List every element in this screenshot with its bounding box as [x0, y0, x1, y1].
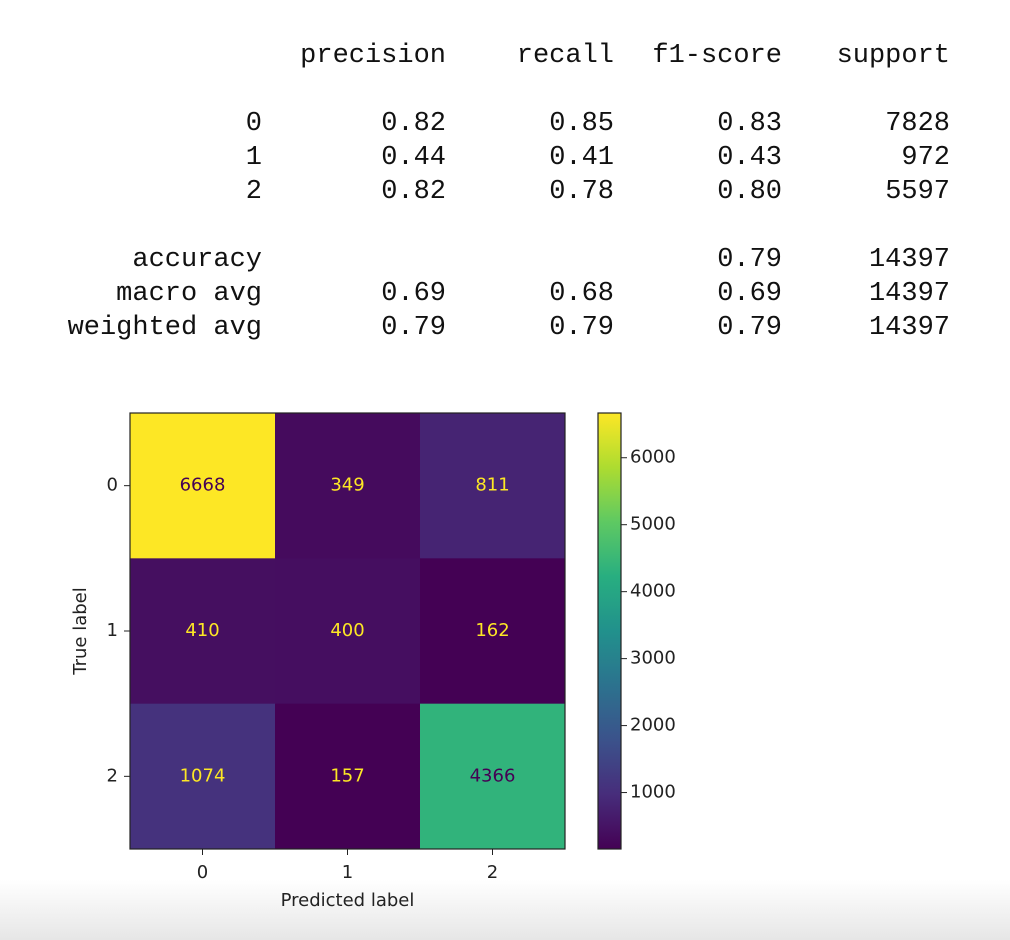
- metric-value: 0.43: [717, 143, 782, 173]
- metric-value: 0.82: [381, 177, 446, 207]
- metric-value: 0.83: [717, 109, 782, 139]
- cell-label: 162: [475, 620, 509, 641]
- colorbar: [597, 412, 622, 850]
- heat-cell: [420, 558, 566, 705]
- colorbar-tick-label: 5000: [630, 514, 676, 535]
- metric-value: 0.69: [381, 279, 446, 309]
- metric-value: 0.69: [717, 279, 782, 309]
- row-label: 2: [246, 177, 262, 207]
- metric-value: 14397: [869, 279, 950, 309]
- metric-value: 0.79: [717, 245, 782, 275]
- heat-cell: [420, 413, 566, 559]
- x-axis-label: Predicted label: [281, 890, 415, 911]
- metric-value: 0.68: [549, 279, 614, 309]
- heat-cell: [130, 413, 276, 559]
- colorbar-tick-label: 1000: [630, 782, 676, 803]
- y-tick-label: 2: [107, 765, 118, 786]
- row-label: 0: [246, 109, 262, 139]
- colorbar-tick-label: 4000: [630, 581, 676, 602]
- cell-label: 400: [330, 620, 364, 641]
- metric-value: 0.79: [717, 313, 782, 343]
- cell-label: 157: [330, 765, 364, 786]
- metric-value: 5597: [885, 177, 950, 207]
- heat-cell: [275, 558, 421, 705]
- heat-cell: [130, 703, 276, 850]
- row-label: macro avg: [116, 279, 262, 309]
- colorbar-tick-label: 2000: [630, 715, 676, 736]
- y-axis-label: True label: [70, 587, 91, 676]
- heat-cell: [130, 558, 276, 705]
- metric-value: 0.41: [549, 143, 614, 173]
- metric-value: 0.78: [549, 177, 614, 207]
- x-tick-label: 1: [342, 862, 353, 883]
- heat-cell: [275, 703, 421, 850]
- cell-label: 811: [475, 475, 509, 496]
- cell-label: 349: [330, 475, 364, 496]
- confusion-matrix: 6668 349 811 410 400 162 1074 157 4366 0 1 2 0 1 2 Pred…: [70, 412, 676, 911]
- column-header: f1-score: [652, 41, 782, 71]
- metric-value: 0.82: [381, 109, 446, 139]
- metric-value: 0.79: [381, 313, 446, 343]
- metric-value: 14397: [869, 245, 950, 275]
- metric-value: 0.85: [549, 109, 614, 139]
- x-tick-label: 2: [487, 862, 498, 883]
- metric-value: 0.80: [717, 177, 782, 207]
- cell-label: 6668: [180, 475, 226, 496]
- metric-value: 7828: [885, 109, 950, 139]
- row-label: weighted avg: [68, 313, 262, 343]
- heat-cell: [275, 413, 421, 559]
- column-header: support: [837, 41, 950, 71]
- metric-value: 0.79: [549, 313, 614, 343]
- x-tick-label: 0: [197, 862, 208, 883]
- heat-cell: [420, 703, 566, 850]
- column-header: recall: [517, 41, 614, 71]
- cell-label: 410: [185, 620, 219, 641]
- colorbar-tick-label: 3000: [630, 648, 676, 669]
- metric-value: 972: [901, 143, 950, 173]
- metric-value: 14397: [869, 313, 950, 343]
- scroll-shadow: [0, 880, 1010, 940]
- metric-value: 0.44: [381, 143, 446, 173]
- cell-label: 1074: [180, 765, 226, 786]
- row-label: 1: [246, 143, 262, 173]
- column-header: precision: [300, 41, 446, 71]
- row-label: accuracy: [132, 245, 262, 275]
- cell-label: 4366: [470, 765, 516, 786]
- colorbar-tick-label: 6000: [630, 447, 676, 468]
- y-tick-label: 1: [107, 620, 118, 641]
- classification-report: precision recall f1-score support 0 0.82 0.85 0…: [68, 41, 950, 343]
- y-tick-label: 0: [107, 475, 118, 496]
